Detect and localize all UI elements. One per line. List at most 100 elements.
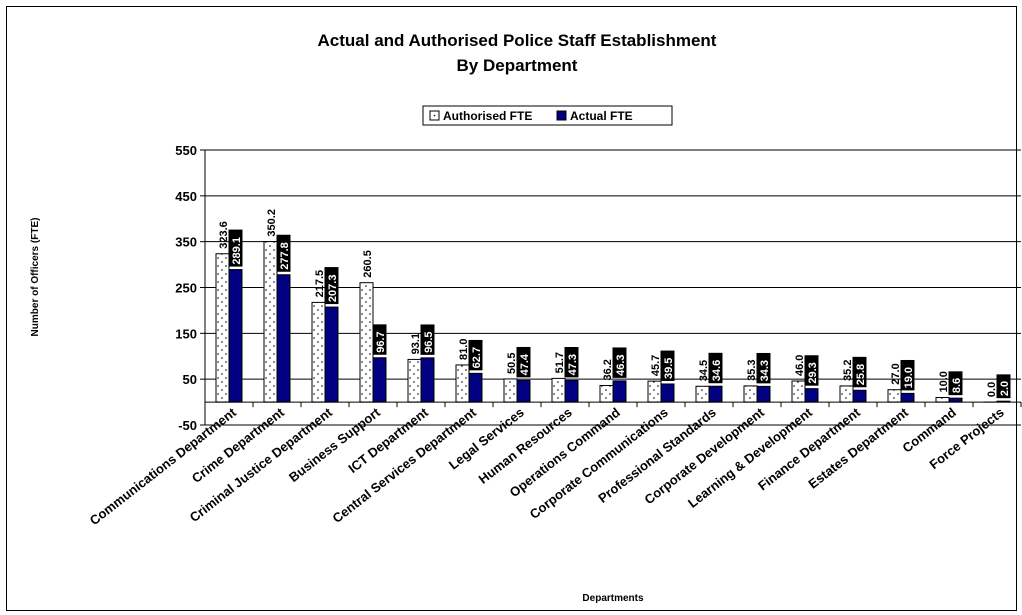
bar-authorised <box>551 377 566 403</box>
data-label-actual: 34.3 <box>759 360 771 381</box>
chart-title: Actual and Authorised Police Staff Estab… <box>318 31 717 50</box>
data-label-authorised: 350.2 <box>266 209 278 237</box>
data-label-actual: 34.6 <box>711 360 723 381</box>
data-label-actual: 2.0 <box>999 381 1011 396</box>
data-label-actual: 277.8 <box>279 242 291 270</box>
gridlines <box>205 149 1021 426</box>
chart-subtitle: By Department <box>457 56 578 75</box>
data-label-actual: 8.6 <box>951 378 963 393</box>
data-label-actual: 39.5 <box>663 358 675 379</box>
bar-actual <box>948 397 963 403</box>
bar-authorised <box>455 364 470 403</box>
data-label-bg <box>612 347 627 378</box>
data-label-actual: 19.0 <box>903 367 915 388</box>
data-label-actual: 289.1 <box>231 237 243 265</box>
data-label-authorised: 93.1 <box>410 333 422 354</box>
bar-authorised <box>503 378 518 403</box>
data-label-bg <box>228 229 243 267</box>
data-label-actual: 207.3 <box>327 275 339 303</box>
data-label-bg <box>372 324 387 355</box>
data-label-authorised: 36.2 <box>602 359 614 380</box>
bar-authorised <box>359 282 374 403</box>
data-label-bg <box>756 352 771 384</box>
y-axis-ticks: 550 450 350 250 150 50 -50 <box>175 143 205 433</box>
data-label-bg <box>564 347 579 378</box>
bar-authorised <box>887 389 902 403</box>
x-axis-label: Departments <box>582 593 644 604</box>
bar-authorised <box>695 385 710 403</box>
bar-authorised <box>647 380 662 403</box>
data-label-authorised: 81.0 <box>458 339 470 360</box>
data-label-authorised: 217.5 <box>314 270 326 298</box>
data-label-bg <box>948 371 963 396</box>
data-label-authorised: 35.3 <box>746 359 758 380</box>
bar-authorised <box>743 385 758 403</box>
data-label-authorised: 50.5 <box>506 353 518 374</box>
data-label-actual: 29.3 <box>807 362 819 383</box>
bar-actual <box>276 274 291 403</box>
bar-actual <box>420 357 435 403</box>
bar-actual <box>372 357 387 403</box>
bar-authorised <box>791 380 806 403</box>
bar-authorised <box>407 358 422 403</box>
data-label-bg <box>996 374 1011 399</box>
legend-box <box>422 105 673 126</box>
data-label-bg <box>420 324 435 355</box>
bar-actual <box>708 385 723 403</box>
data-label-bg <box>708 352 723 384</box>
bar-authorised <box>263 241 278 403</box>
x-axis <box>204 150 1022 425</box>
legend-swatch-authorised-dot <box>433 114 436 117</box>
legend-label-authorised: Authorised FTE <box>443 109 532 123</box>
y-tick-label: 250 <box>175 281 197 296</box>
bar-actual <box>804 388 819 403</box>
y-tick-label: -50 <box>178 418 197 433</box>
bar-authorised <box>311 301 326 403</box>
data-label-bg <box>900 359 915 391</box>
data-label-bg <box>468 339 483 371</box>
bar-actual <box>228 269 243 403</box>
bar-actual <box>660 383 675 403</box>
bar-authorised <box>215 253 230 403</box>
bar-actual <box>852 389 867 403</box>
y-tick-label: 50 <box>183 372 197 387</box>
data-label-authorised: 51.7 <box>554 352 566 373</box>
data-label-bg <box>516 346 531 378</box>
corner-mask <box>0 0 6 6</box>
legend: Authorised FTE Actual FTE <box>422 105 673 126</box>
bar-actual <box>900 392 915 403</box>
data-label-actual: 47.4 <box>519 353 531 375</box>
data-label-bg <box>324 267 339 305</box>
data-label-authorised: 34.5 <box>698 360 710 381</box>
data-label-actual: 47.3 <box>567 354 579 375</box>
bar-actual <box>324 306 339 403</box>
data-label-bg <box>660 350 675 381</box>
data-label-authorised: 10.0 <box>938 371 950 392</box>
bar-actual <box>756 385 771 403</box>
bar-actual <box>612 380 627 403</box>
data-label-actual: 96.7 <box>375 331 387 352</box>
bar-actual <box>516 379 531 403</box>
bar-authorised <box>839 385 854 403</box>
data-label-actual: 62.7 <box>471 347 483 368</box>
data-label-actual: 25.8 <box>855 364 867 385</box>
legend-swatch-actual <box>556 110 567 121</box>
y-tick-label: 550 <box>175 143 197 158</box>
data-label-bg <box>804 355 819 386</box>
data-label-bg <box>276 234 291 272</box>
y-tick-label: 450 <box>175 189 197 204</box>
data-label-authorised: 260.5 <box>362 250 374 278</box>
x-tick-label: ICT Department <box>345 404 431 476</box>
data-label-authorised: 46.0 <box>794 355 806 376</box>
bar-actual <box>564 379 579 403</box>
y-axis-label: Number of Officers (FTE) <box>30 218 41 337</box>
data-label-authorised: 45.7 <box>650 355 662 376</box>
data-label-actual: 96.5 <box>423 331 435 352</box>
bar-actual <box>468 372 483 403</box>
bar-authorised <box>935 397 950 403</box>
data-label-authorised: 35.2 <box>842 360 854 381</box>
data-label-authorised: 323.6 <box>218 221 230 249</box>
y-tick-label: 350 <box>175 235 197 250</box>
